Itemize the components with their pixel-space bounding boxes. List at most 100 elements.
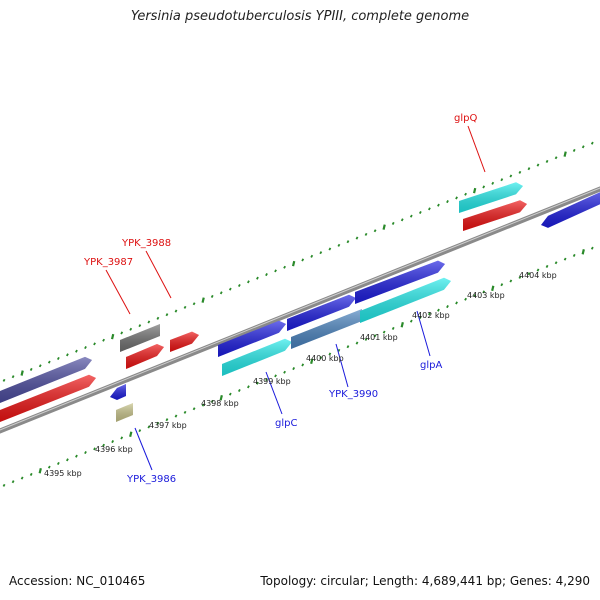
minor-tick bbox=[11, 480, 15, 484]
minor-tick bbox=[491, 181, 495, 185]
minor-tick bbox=[228, 287, 232, 291]
minor-tick bbox=[156, 316, 160, 320]
minor-tick bbox=[518, 170, 522, 174]
minor-tick bbox=[500, 283, 504, 287]
minor-tick bbox=[228, 392, 232, 396]
gene-feature-shading bbox=[126, 343, 164, 369]
minor-tick bbox=[446, 200, 449, 204]
gene-label: YPK_3986 bbox=[126, 474, 176, 485]
minor-tick bbox=[174, 414, 178, 418]
minor-tick bbox=[572, 148, 576, 152]
major-tick bbox=[201, 297, 205, 303]
minor-tick bbox=[2, 378, 6, 382]
minor-tick bbox=[183, 305, 187, 309]
minor-tick bbox=[428, 207, 431, 211]
minor-tick bbox=[237, 283, 241, 288]
minor-tick bbox=[47, 360, 51, 364]
minor-tick bbox=[20, 476, 24, 480]
gene-feature-shading bbox=[287, 294, 356, 331]
minor-tick bbox=[56, 356, 60, 361]
scale-label: 4404 kbp bbox=[519, 271, 557, 280]
gene-feature-shading bbox=[110, 384, 126, 400]
major-tick bbox=[581, 249, 585, 255]
minor-tick bbox=[265, 378, 268, 382]
scale-label: 4397 kbp bbox=[149, 421, 187, 430]
minor-tick bbox=[210, 399, 214, 403]
minor-tick bbox=[473, 294, 477, 298]
gene-feature-shading bbox=[116, 403, 133, 422]
minor-tick bbox=[56, 461, 60, 466]
minor-tick bbox=[346, 240, 350, 244]
genome-summary: Topology: circular; Length: 4,689,441 bp… bbox=[260, 574, 590, 588]
gene-label: YPK_3988 bbox=[121, 238, 171, 249]
minor-tick bbox=[581, 145, 585, 149]
label-leader bbox=[335, 343, 349, 388]
minor-tick bbox=[355, 236, 359, 240]
label-leader bbox=[134, 427, 153, 471]
minor-tick bbox=[120, 331, 124, 335]
major-tick bbox=[38, 468, 42, 474]
minor-tick bbox=[156, 421, 160, 425]
scale-label: 4401 kbp bbox=[360, 333, 398, 342]
minor-tick bbox=[464, 297, 467, 301]
minor-tick bbox=[102, 338, 105, 342]
label-leader bbox=[105, 269, 131, 315]
label-leader bbox=[416, 310, 431, 357]
minor-tick bbox=[301, 363, 305, 367]
minor-tick bbox=[256, 276, 259, 280]
gene-feature-shading bbox=[0, 374, 96, 423]
scale-label: 4395 kbp bbox=[44, 469, 82, 478]
gene-label: glpQ bbox=[454, 113, 477, 124]
minor-tick bbox=[219, 291, 223, 295]
minor-tick bbox=[400, 218, 404, 222]
scale-labels: 4395 kbp 4396 kbp 4397 kbp 4398 kbp 4399 kbp… bbox=[44, 271, 557, 478]
minor-tick bbox=[66, 458, 69, 462]
label-leader bbox=[265, 371, 283, 415]
minor-tick bbox=[29, 367, 33, 371]
lower-tick-ruler bbox=[2, 245, 600, 487]
minor-tick bbox=[93, 447, 96, 451]
minor-tick bbox=[66, 353, 69, 357]
minor-tick bbox=[111, 440, 115, 444]
major-tick bbox=[291, 260, 296, 267]
minor-tick bbox=[464, 192, 467, 196]
accession-label: Accession: NC_010465 bbox=[9, 574, 146, 588]
minor-tick bbox=[265, 273, 268, 277]
gene-feature-shading bbox=[291, 309, 362, 349]
gene-label: glpA bbox=[420, 360, 442, 371]
minor-tick bbox=[247, 385, 250, 389]
minor-tick bbox=[183, 410, 187, 414]
major-tick bbox=[400, 322, 404, 328]
gene-label: YPK_3990 bbox=[328, 389, 378, 400]
minor-tick bbox=[572, 253, 576, 257]
minor-tick bbox=[47, 465, 51, 469]
gene-labels: glpQ YPK_3988 YPK_3987 YPK_3990 glpA glpC YPK_… bbox=[83, 113, 477, 485]
minor-tick bbox=[437, 308, 440, 312]
minor-tick bbox=[509, 279, 513, 283]
major-tick bbox=[472, 187, 477, 194]
minor-tick bbox=[527, 167, 531, 171]
minor-tick bbox=[138, 429, 142, 433]
minor-tick bbox=[536, 268, 540, 272]
gene-feature-shading bbox=[170, 331, 199, 352]
label-leaders bbox=[105, 125, 486, 471]
minor-tick bbox=[120, 436, 124, 440]
minor-tick bbox=[536, 163, 540, 167]
minor-tick bbox=[428, 312, 431, 316]
minor-tick bbox=[256, 381, 259, 385]
minor-tick bbox=[409, 214, 413, 218]
minor-tick bbox=[554, 261, 558, 265]
minor-tick bbox=[455, 196, 458, 200]
gene-feature-shading bbox=[459, 182, 523, 213]
minor-tick bbox=[301, 258, 305, 262]
minor-tick bbox=[274, 269, 277, 273]
minor-tick bbox=[84, 345, 87, 350]
minor-tick bbox=[518, 275, 522, 279]
gene-feature-shading bbox=[0, 356, 92, 403]
gene-features bbox=[0, 182, 600, 423]
genome-backbone-highlight bbox=[0, 187, 600, 431]
minor-tick bbox=[446, 305, 449, 309]
minor-tick bbox=[247, 280, 250, 284]
minor-tick bbox=[147, 320, 151, 324]
